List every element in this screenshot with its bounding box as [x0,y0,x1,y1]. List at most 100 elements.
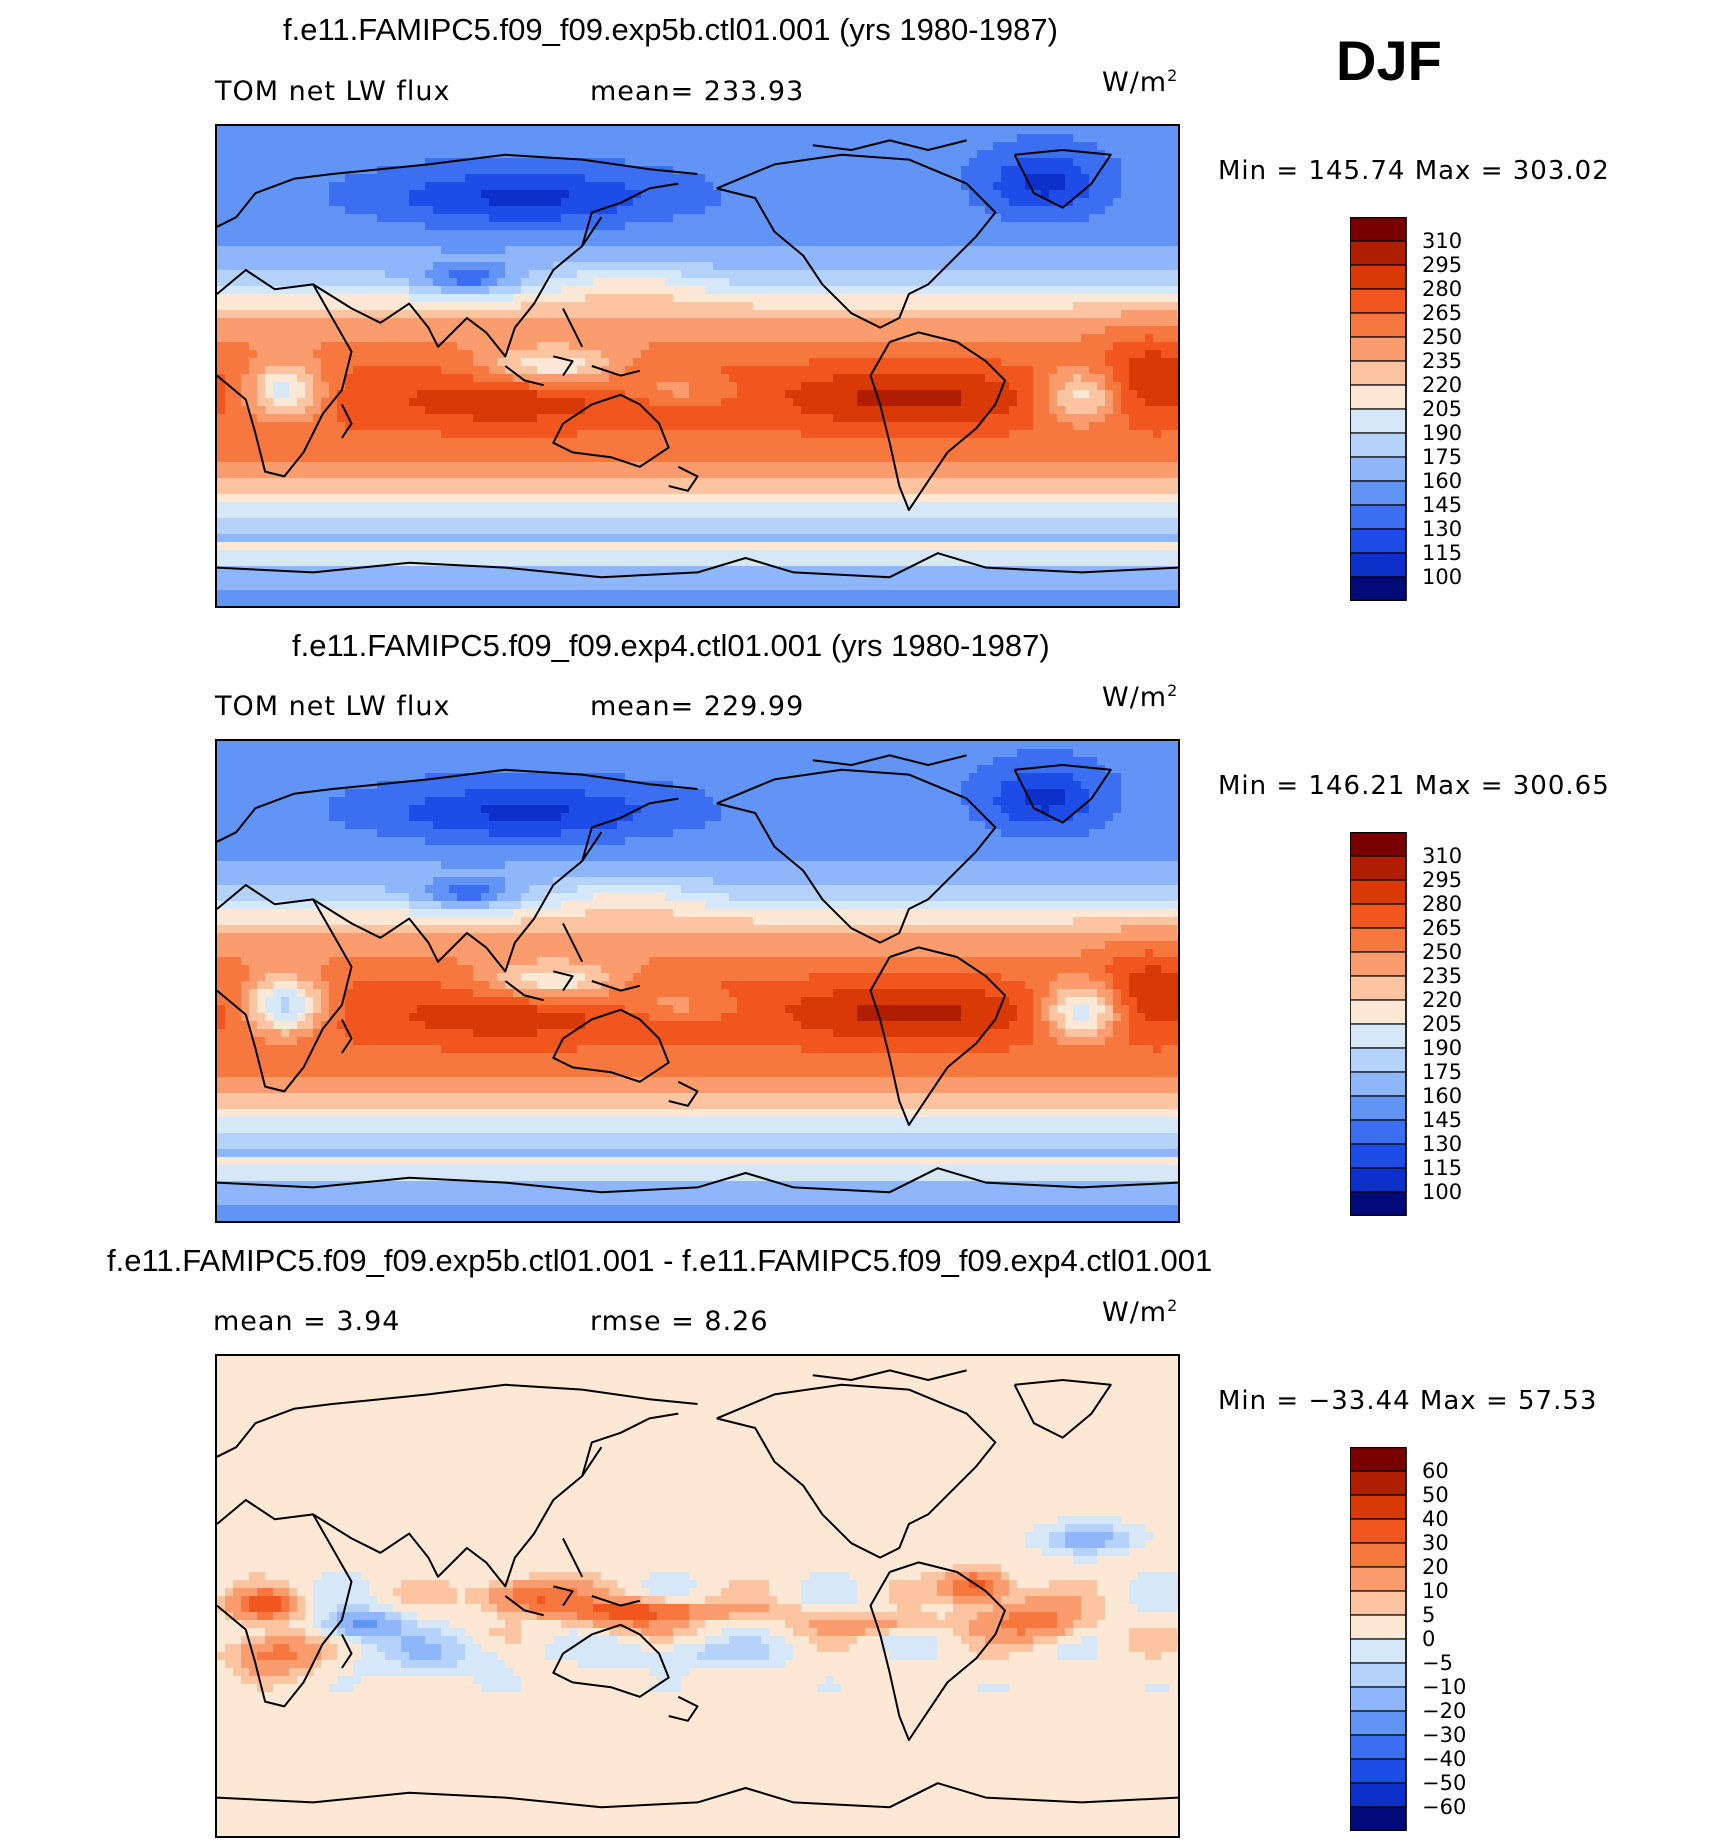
coastline [217,1383,698,1458]
colorbar-swatch [1349,855,1407,881]
colorbar-tick-label: 205 [1422,1012,1462,1036]
coastline [341,403,353,439]
colorbar-swatch [1349,312,1407,338]
colorbar-tick-label: 10 [1422,1579,1449,1603]
panel-2-map [215,739,1180,1223]
colorbar-tick-label: 100 [1422,565,1462,589]
colorbar-swatch [1349,1518,1407,1544]
colorbar-swatch [1349,951,1407,977]
panel-2-variable-label: TOM net LW flux [215,691,450,722]
panel-2-minmax: Min = 146.21 Max = 300.65 [1218,771,1610,801]
coastline [869,946,1006,1126]
coastline [716,1383,997,1559]
colorbar-tick-label: −30 [1422,1723,1466,1747]
coastline [552,1008,670,1083]
colorbar-swatch [1349,1143,1407,1169]
panel-1-colorbar: 310 295 280 265 250 235 220 205 190 175 160 145 130 1… [1349,216,1530,602]
colorbar-swatch [1349,264,1407,290]
map-field [217,126,1178,606]
panel-1-variable-label: TOM net LW flux [215,76,450,107]
coastline [341,1633,353,1669]
colorbar-tick-label: 235 [1422,349,1462,373]
coastline [217,552,1178,579]
panel-2-units: W/m2 [1102,681,1178,713]
colorbar-swatch [1349,1494,1407,1520]
coastline [581,831,603,862]
colorbar-tick-label: 175 [1422,1060,1462,1084]
colorbar-swatch [1349,1782,1407,1808]
colorbar-tick-label: 280 [1422,892,1462,916]
colorbar-swatch [1349,1023,1407,1049]
colorbar-tick-label: 145 [1422,1108,1462,1132]
colorbar-tick-label: 20 [1422,1555,1449,1579]
panel-3-mean-label: mean = 3.94 [213,1306,400,1337]
panel-3-units: W/m2 [1102,1296,1178,1328]
colorbar-swatch [1349,360,1407,386]
colorbar-swatch [1349,240,1407,266]
season-label: DJF [1336,28,1442,93]
colorbar-tick-label: 5 [1422,1603,1435,1627]
coastline [504,1595,544,1617]
coastline [591,980,641,992]
colorbar-tick-label: 50 [1422,1483,1449,1507]
colorbar-tick-label: −60 [1422,1795,1466,1819]
colorbar-swatch [1349,1542,1407,1568]
colorbar-swatch [1349,1734,1407,1760]
colorbar-tick-label: 130 [1422,517,1462,541]
coastline [812,754,967,766]
colorbar-swatch [1349,528,1407,554]
coastline [217,768,698,843]
panel-2-colorbar: 310 295 280 265 250 235 220 205 190 175 160 145 130 1… [1349,831,1530,1217]
coastline [812,139,967,151]
colorbar-tick-label: 310 [1422,229,1462,253]
colorbar-swatch [1349,1566,1407,1592]
panel-1-map [215,124,1180,608]
colorbar-tick-label: 0 [1422,1627,1435,1651]
coastline [1013,764,1112,824]
colorbar-tick-label: 265 [1422,301,1462,325]
colorbar-tick-label: 115 [1422,541,1462,565]
colorbar-swatch [1349,1614,1407,1640]
colorbar-swatch [1349,432,1407,458]
map-field [217,1356,1178,1836]
colorbar-tick-label: 100 [1422,1180,1462,1204]
coastline [553,970,574,992]
coastline [668,1080,699,1107]
colorbar-tick-label: 190 [1422,1036,1462,1060]
colorbar-tick-label: 175 [1422,445,1462,469]
colorbar-swatch [1349,408,1407,434]
colorbar-tick-label: 280 [1422,277,1462,301]
colorbar-swatch [1349,456,1407,482]
panel-1-units: W/m2 [1102,66,1178,98]
colorbar-swatch [1349,1047,1407,1073]
colorbar-tick-label: 160 [1422,1084,1462,1108]
colorbar-swatch [1349,1071,1407,1097]
colorbar-tick-label: 60 [1422,1459,1449,1483]
colorbar-tick-label: 190 [1422,421,1462,445]
coastline [504,980,544,1002]
coastline [553,355,574,377]
colorbar-swatch [1349,504,1407,530]
coastline [812,1369,967,1381]
coastline [1013,1379,1112,1439]
colorbar-tick-label: 235 [1422,964,1462,988]
colorbar-swatch [1349,903,1407,929]
coastline [312,182,679,358]
coastline [552,393,670,468]
colorbar-tick-label: 130 [1422,1132,1462,1156]
colorbar-swatch [1349,1167,1407,1193]
colorbar-tick-label: 250 [1422,325,1462,349]
coastline [217,1499,353,1708]
colorbar-swatch [1349,1470,1407,1496]
colorbar-tick-label: 310 [1422,844,1462,868]
colorbar-swatch [1349,1446,1407,1472]
coastline [552,1623,670,1698]
coastline [668,465,699,492]
colorbar-swatch [1349,576,1407,602]
coastline [591,1595,641,1607]
colorbar-tick-label: −10 [1422,1675,1466,1699]
coastline [217,153,698,228]
coastline [562,307,584,348]
colorbar-swatch [1349,1758,1407,1784]
colorbar-swatch [1349,1095,1407,1121]
